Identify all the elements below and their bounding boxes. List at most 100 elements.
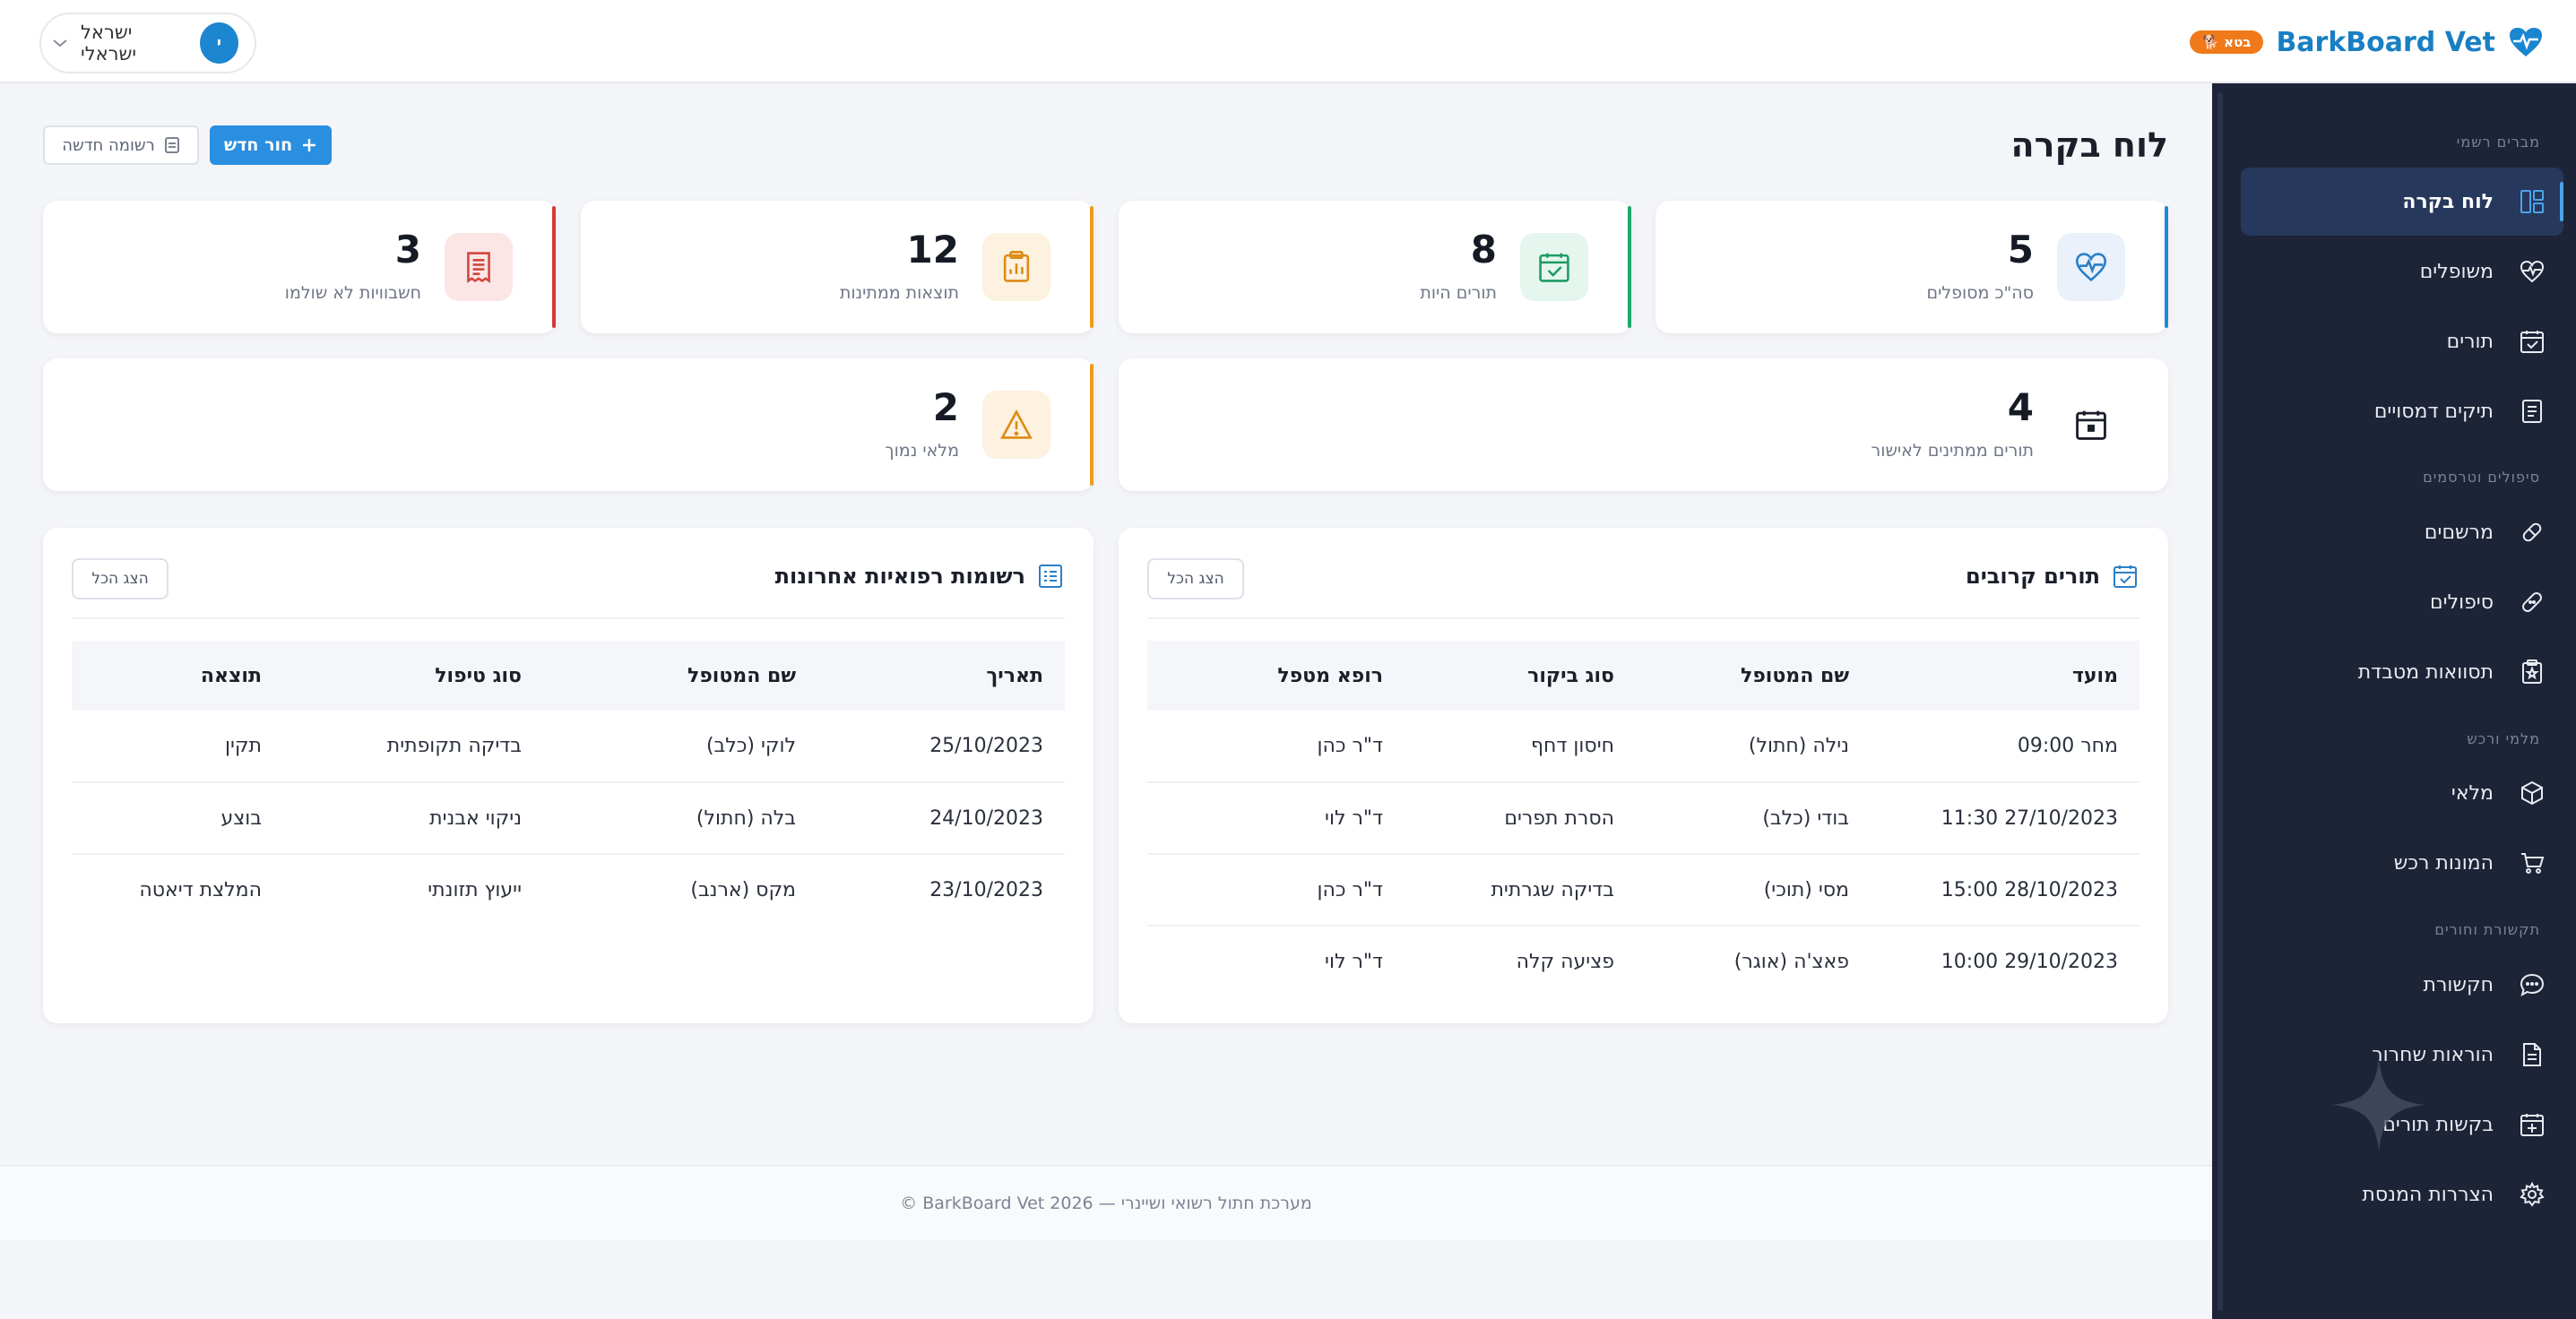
sidebar-section-title: מברים רשמי [2456, 134, 2540, 151]
column-header: שם המטופל [1636, 641, 1871, 711]
document-icon [164, 136, 180, 154]
divider [72, 617, 1065, 619]
table-row[interactable]: 24/10/2023 בלה (חתול) ניקוי אבנית בוצע [72, 782, 1065, 855]
sidebar-item-label: בקשות תורים [2382, 1113, 2494, 1136]
sidebar-item-label: חקשורת [2423, 973, 2494, 996]
warning-icon [982, 391, 1050, 459]
user-name: ישראל ישראלי [81, 22, 137, 65]
column-header: רופא מטפל [1147, 641, 1405, 711]
cell-time: מחר 09:00 [1871, 711, 2139, 783]
view-all-button[interactable]: הצג הכל [1147, 558, 1244, 599]
sidebar-item-label: לוח בקרה [2402, 190, 2494, 213]
cell-patient: מקס (ארנב) [690, 879, 796, 901]
stat-value: 8 [1470, 228, 1497, 272]
divider [1147, 617, 2139, 619]
cell-patient: בלה (חתול) [543, 782, 817, 855]
button-label: רשומה חדשה [62, 135, 155, 155]
calendar-plus-icon [2519, 1111, 2546, 1138]
table-header-row: תאריך שם המטופל סוג טיפול תוצאה [72, 641, 1065, 711]
sidebar-item-label: המונות רכש [2393, 851, 2494, 875]
dashboard-icon [2519, 188, 2546, 215]
table-row[interactable]: 23/10/2023 מקס (ארנב) ייעוץ תזונתי המלצת… [72, 854, 1065, 926]
button-label: חור חדש [223, 135, 293, 155]
table-row[interactable]: 28/10/2023 15:00 מסי (תוכי) בדיקה שגרתית… [1147, 854, 2139, 927]
stat-card-unpaid-invoices[interactable]: 3 חשבוויות לא שולמו [43, 201, 556, 333]
sidebar-item-communication[interactable]: חקשורת [2241, 951, 2563, 1019]
user-menu[interactable]: ישראל ישראלי י [39, 13, 256, 73]
box-icon [2519, 780, 2546, 806]
cell-time: 28/10/2023 15:00 [1871, 854, 2139, 927]
sidebar-item-discharge[interactable]: הוראות שחרור [2241, 1021, 2563, 1089]
sidebar-item-inventory[interactable]: מלאי [2241, 759, 2563, 827]
stat-card-low-stock[interactable]: 2 מלאי נמוך [43, 358, 1094, 491]
cell-visit-type: פציעה קלה [1516, 951, 1614, 973]
stat-card-today-appointments[interactable]: 8 תורים היות [1119, 201, 1631, 333]
cell-visit-type: בדיקה שגרתית [1405, 854, 1636, 927]
cell-doctor: ד"ר לוי [1325, 951, 1383, 973]
cell-treatment: בדיקה תקופתית [283, 711, 543, 783]
cell-treatment: ניקוי אבנית [283, 782, 543, 855]
file-list-icon [1038, 564, 1063, 589]
sidebar-item-records[interactable]: תיקים דמסויים [2241, 377, 2563, 445]
stat-card-total-patients[interactable]: 5 סה"כ מסופלים [1655, 201, 2168, 333]
sidebar-item-dashboard[interactable]: לוח בקרה [2241, 168, 2563, 236]
stat-card-pending-approval[interactable]: 4 תורים ממתינים לאישור [1119, 358, 2168, 491]
stat-label: מלאי נמוך [885, 441, 959, 461]
accent-bar [1090, 206, 1094, 328]
document-icon [2519, 1041, 2546, 1068]
calendar-check-icon [2113, 564, 2138, 589]
cell-visit-type: הסרת תפרים [1405, 782, 1636, 855]
new-appointment-button[interactable]: חור חדש [210, 125, 332, 165]
stat-label: תורים ממתינים לאישור [1871, 441, 2034, 461]
stat-value: 12 [906, 228, 959, 272]
calendar-icon [2057, 391, 2125, 459]
table-row[interactable]: 29/10/2023 10:00 פאצ'ה (אוגר) פציעה קלה … [1147, 926, 2139, 997]
clipboard-chart-icon [982, 233, 1050, 301]
stat-value: 3 [394, 228, 421, 272]
stat-label: תוצאות ממתינות [839, 283, 959, 303]
cell-date: 24/10/2023 [817, 782, 1065, 855]
cart-icon [2519, 849, 2546, 876]
accent-bar [552, 206, 556, 328]
sidebar-item-label: תורים [2446, 330, 2494, 353]
table-row[interactable]: 25/10/2023 לוקי (כלב) בדיקה תקופתית תקין [72, 711, 1065, 783]
cell-result: בוצע [72, 782, 283, 855]
panel-title-text: רשומות רפואיות אחרונות [774, 564, 1025, 589]
table-row[interactable]: 27/10/2023 11:30 בודי (כלב) הסרת תפרים ד… [1147, 782, 2139, 855]
cell-visit-type: חיסון דחף [1405, 711, 1636, 783]
cell-patient: לוקי (כלב) [543, 711, 817, 783]
brand-name: BarkBoard Vet [2276, 26, 2495, 58]
sidebar-item-lab-results[interactable]: תסוואות מטבדת [2241, 638, 2563, 706]
new-record-button[interactable]: רשומה חדשה [43, 125, 199, 165]
column-header: סוג טיפול [283, 641, 543, 711]
sidebar-item-treatments[interactable]: סיפולים [2241, 568, 2563, 636]
sidebar-item-label: תסוואות מטבדת [2357, 660, 2494, 684]
recent-records-panel: רשומות רפואיות אחרונות הצג הכל תאריך שם … [43, 528, 1094, 1023]
cell-time: 27/10/2023 11:30 [1871, 782, 2139, 855]
view-all-button[interactable]: הצג הכל [72, 558, 169, 599]
panel-title-text: תורים קרובים [1966, 564, 2100, 589]
cell-patient: פאצ'ה (אוגר) [1733, 951, 1849, 973]
sidebar-item-purchase-orders[interactable]: המונות רכש [2241, 829, 2563, 897]
sidebar-item-appointment-requests[interactable]: בקשות תורים [2241, 1091, 2563, 1159]
sidebar-item-settings[interactable]: הצררות המנסת [2241, 1160, 2563, 1228]
sidebar-item-label: מלאי [2451, 781, 2494, 805]
brand[interactable]: 🐕 בטא BarkBoard Vet [2190, 20, 2544, 65]
sidebar-item-prescriptions[interactable]: מרשםים [2241, 498, 2563, 566]
sidebar-item-patients[interactable]: משופלים [2241, 237, 2563, 306]
calendar-check-icon [2519, 328, 2546, 355]
cell-treatment: ייעוץ תזונתי [428, 879, 522, 901]
stat-card-pending-results[interactable]: 12 תוצאות ממתינות [581, 201, 1094, 333]
gear-icon [2519, 1181, 2546, 1208]
top-header: ישראל ישראלי י 🐕 בטא BarkBoard Vet [0, 0, 2576, 83]
column-header: תאריך [817, 641, 1065, 711]
table-row[interactable]: מחר 09:00 נילה (חתול) חיסון דחף ד"ר כהן [1147, 711, 2139, 783]
heart-pulse-logo-icon [2508, 26, 2544, 58]
pill-icon [2519, 519, 2546, 546]
sidebar-item-label: מרשםים [2424, 521, 2494, 544]
sidebar-item-label: תיקים דמסויים [2373, 400, 2494, 423]
sidebar-scrollbar[interactable] [2217, 92, 2223, 1311]
sidebar-item-label: הוראות שחרור [2372, 1043, 2494, 1066]
cell-date: 23/10/2023 [929, 879, 1043, 901]
sidebar-item-appointments[interactable]: תורים [2241, 307, 2563, 375]
